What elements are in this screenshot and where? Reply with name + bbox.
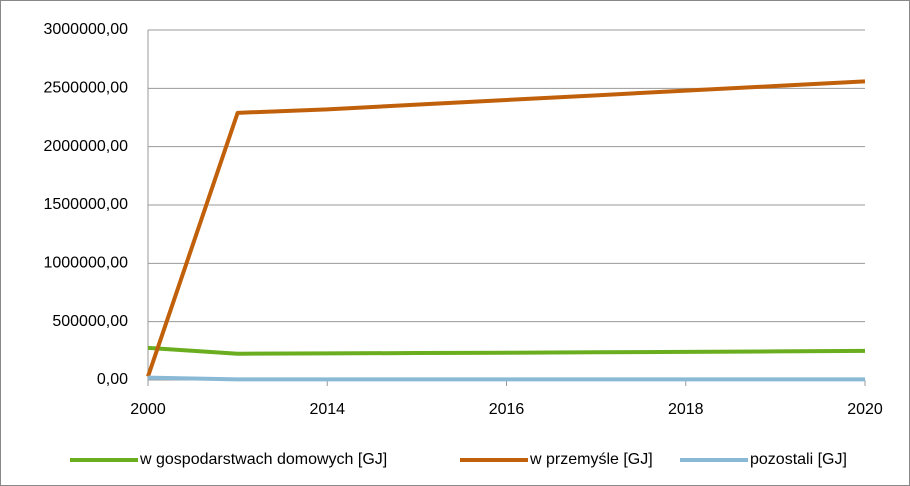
y-tick-label: 2000000,00	[43, 138, 128, 155]
x-tick-label: 2016	[489, 401, 525, 418]
y-tick-label: 0,00	[97, 371, 128, 388]
y-tick-label: 2500000,00	[43, 80, 128, 97]
series-line	[147, 375, 865, 382]
y-tick-label: 1000000,00	[43, 255, 128, 272]
x-tick-label: 2020	[847, 401, 883, 418]
legend-label: pozostali [GJ]	[750, 451, 847, 468]
y-tick-label: 500000,00	[52, 313, 128, 330]
y-tick-label: 3000000,00	[43, 21, 128, 38]
x-tick-label: 2014	[309, 401, 345, 418]
x-tick-label: 2000	[130, 401, 166, 418]
x-tick-label: 2018	[668, 401, 704, 418]
series-line	[147, 345, 866, 356]
legend-label: w przemyśle [GJ]	[529, 451, 653, 468]
legend-label: w gospodarstwach domowych [GJ]	[139, 451, 387, 468]
y-tick-label: 1500000,00	[43, 196, 128, 213]
series-line	[146, 79, 866, 378]
